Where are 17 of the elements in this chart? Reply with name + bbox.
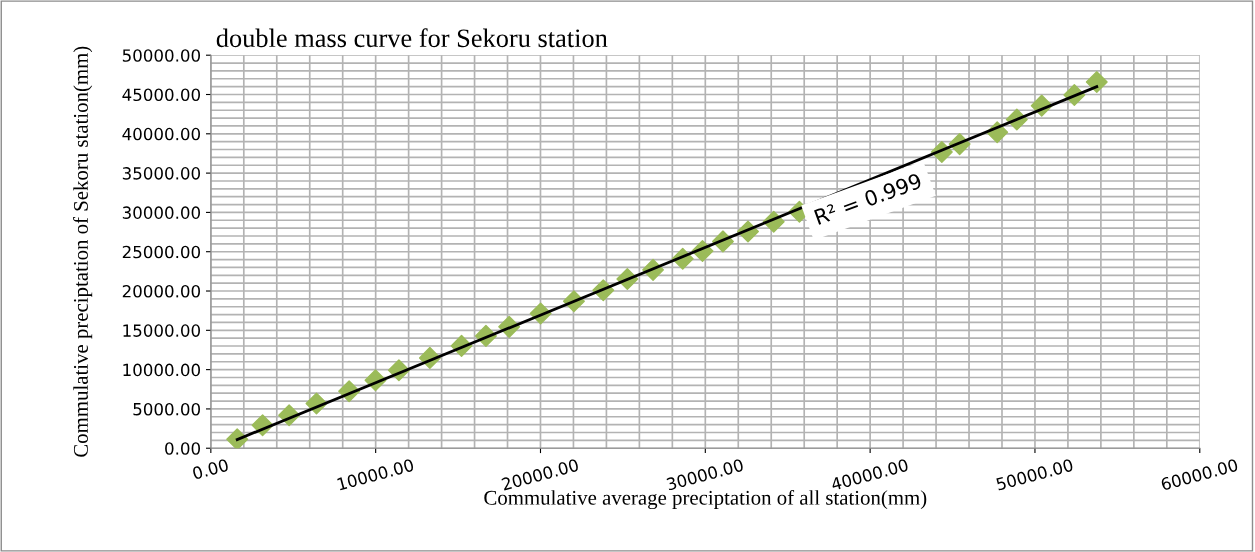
annotation: R² = 0.999 xyxy=(813,172,923,225)
y-tick-label: 40000.00 xyxy=(122,127,201,141)
y-tick-label: 25000.00 xyxy=(122,245,201,259)
chart-title: double mass curve for Sekoru station xyxy=(216,28,608,48)
y-tick-label: 5000.00 xyxy=(133,402,201,416)
y-tick-label: 20000.00 xyxy=(122,284,201,298)
x-tick-label: 0.00 xyxy=(191,458,229,480)
y-tick-label: 15000.00 xyxy=(123,324,201,337)
y-tick-label: 0.00 xyxy=(165,442,201,455)
y-axis-title: Commulative preciptation of Sekoru station(mm) xyxy=(73,46,93,457)
y-tick-label: 45000.00 xyxy=(122,88,201,102)
y-tick-label: 35000.00 xyxy=(122,167,201,180)
y-tick-label: 50000.00 xyxy=(122,49,201,62)
y-tick-label: 30000.00 xyxy=(122,206,201,219)
point xyxy=(1085,71,1108,93)
y-tick-label: 10000.00 xyxy=(123,363,201,377)
x-axis-title: Commulative average preciptation of all station(mm) xyxy=(484,489,927,510)
